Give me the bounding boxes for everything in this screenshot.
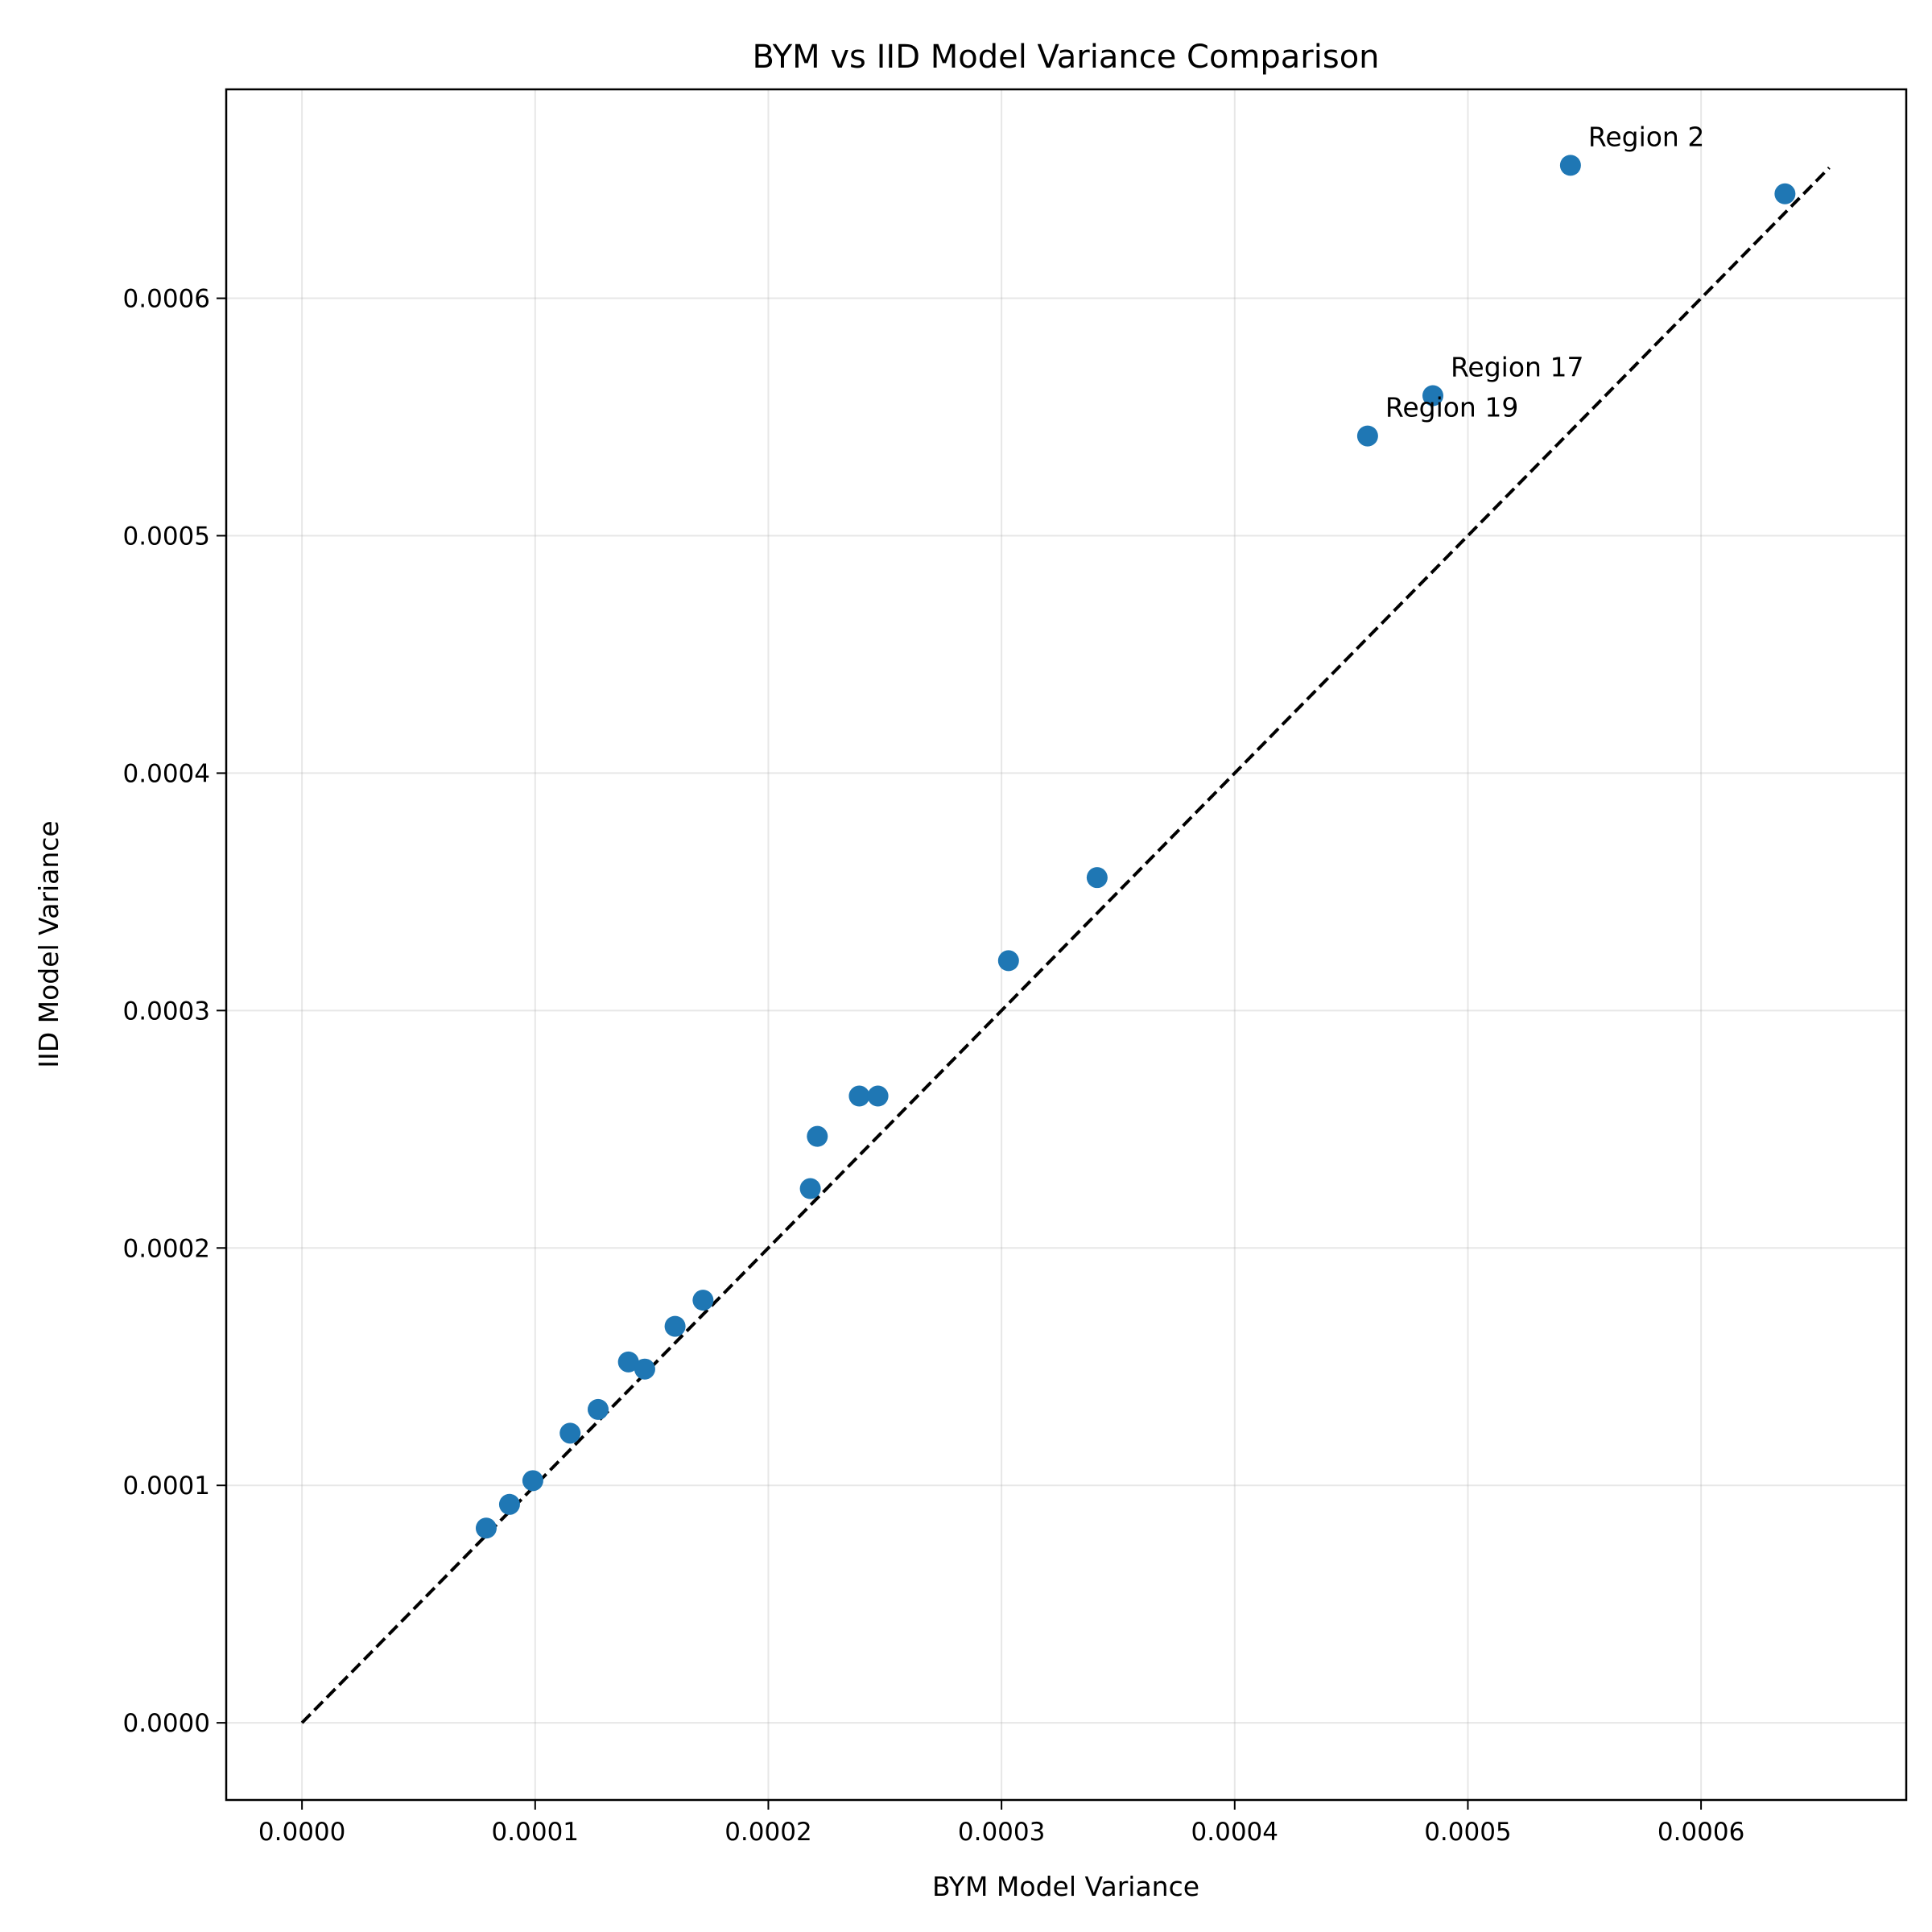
x-tick-label: 0.0006 [1657,1818,1744,1847]
data-point [588,1398,609,1420]
data-point [498,1493,520,1515]
x-tick-label: 0.0000 [258,1818,345,1847]
point-annotations: Region 19 Region 17 Region 2 [1385,121,1704,423]
x-tick-label: 0.0003 [958,1818,1045,1847]
data-point [692,1290,714,1311]
reference-line-layer [300,166,1831,1724]
plot-frame [225,88,1908,1802]
data-point [799,1178,821,1199]
point-label: Region 17 [1451,351,1583,382]
data-point [848,1085,870,1107]
x-tick-label: 0.0001 [492,1818,579,1847]
y-tick-label: 0.0000 [123,1709,210,1738]
data-point [617,1351,639,1373]
data-point [1774,183,1796,204]
y-axis-label: IID Model Variance [33,820,64,1068]
grid-lines [226,89,1906,1800]
data-point [475,1517,497,1539]
x-tick-label: 0.0002 [724,1818,811,1847]
reference-line [300,166,1831,1724]
y-tick-label: 0.0004 [123,759,210,788]
data-point [1559,155,1581,176]
data-point [997,950,1019,972]
chart-title: BYM vs IID Model Variance Comparison [752,39,1379,76]
y-tick-label: 0.0001 [123,1472,210,1501]
x-tick-label: 0.0004 [1191,1818,1278,1847]
data-point [522,1470,543,1492]
point-label: Region 2 [1588,121,1704,152]
data-point [634,1358,655,1380]
data-point [867,1085,889,1107]
data-points [475,155,1796,1539]
point-label: Region 19 [1385,392,1518,423]
y-tick-label: 0.0002 [123,1234,210,1263]
y-axis-ticks: 0.0000 0.0001 0.0002 0.0003 0.0004 0.0005 0.00… [123,285,226,1738]
x-axis-ticks: 0.0000 0.0001 0.0002 0.0003 0.0004 0.0005 0.00… [258,1800,1744,1847]
data-point [559,1422,581,1444]
y-tick-label: 0.0005 [123,522,210,551]
data-point [807,1125,828,1147]
y-tick-label: 0.0003 [123,997,210,1026]
x-tick-label: 0.0005 [1424,1818,1511,1847]
data-point [1422,385,1443,407]
x-axis-label: BYM Model Variance [932,1871,1199,1902]
data-point [664,1315,686,1337]
data-point [1356,425,1378,447]
y-tick-label: 0.0006 [123,285,210,314]
data-point [1086,867,1108,889]
